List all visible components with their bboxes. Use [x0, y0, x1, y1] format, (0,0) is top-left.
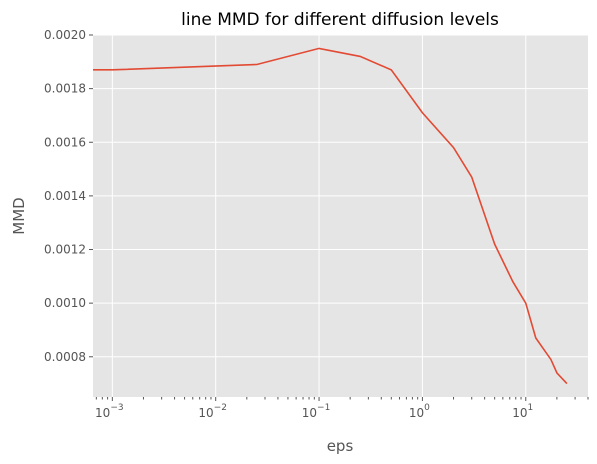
x-tick-exponent: −3	[110, 403, 123, 413]
x-tick-base: 10	[512, 406, 527, 420]
data-point	[512, 281, 514, 283]
y-axis-label: MMD	[10, 197, 28, 234]
x-axis-ticks: 10−3 10−2 10−1 100 101	[95, 397, 533, 420]
x-tick-label: 100	[409, 403, 430, 420]
x-tick-label: 10−2	[198, 403, 227, 420]
data-point	[525, 302, 527, 304]
x-tick-label: 101	[512, 403, 533, 420]
data-point	[111, 69, 113, 71]
chart-title: line MMD for different diffusion levels	[181, 10, 499, 30]
data-point	[550, 358, 552, 360]
y-axis-ticks: 0.0008 0.0010 0.0012 0.0014 0.0016 0.0018 0.00…	[44, 28, 93, 364]
x-tick-base: 10	[95, 406, 110, 420]
y-tick-label: 0.0018	[44, 82, 86, 96]
data-point	[359, 55, 361, 57]
x-tick-exponent: −2	[214, 403, 227, 413]
x-tick-base: 10	[198, 406, 213, 420]
data-point	[92, 69, 94, 71]
data-point	[471, 176, 473, 178]
x-axis-label: eps	[327, 437, 354, 455]
y-tick-label: 0.0010	[44, 296, 86, 310]
x-tick-label: 10−3	[95, 403, 124, 420]
x-tick-base: 10	[302, 406, 317, 420]
data-point	[494, 243, 496, 245]
grid	[93, 34, 588, 397]
y-tick-label: 0.0016	[44, 135, 86, 149]
data-point	[256, 63, 258, 65]
series-line	[93, 47, 568, 385]
data-point	[318, 47, 320, 49]
data-point	[453, 147, 455, 149]
x-minor-ticks	[95, 397, 589, 400]
data-point	[535, 337, 537, 339]
data-point	[566, 383, 568, 385]
y-tick-label: 0.0012	[44, 243, 86, 257]
y-tick-label: 0.0020	[44, 28, 86, 42]
x-tick-exponent: 0	[424, 403, 430, 413]
plot-area	[93, 35, 588, 397]
x-tick-base: 10	[409, 406, 424, 420]
y-tick-label: 0.0014	[44, 189, 86, 203]
x-tick-label: 10−1	[302, 403, 331, 420]
y-tick-label: 0.0008	[44, 350, 86, 364]
x-tick-exponent: 1	[528, 403, 534, 413]
data-point	[390, 69, 392, 71]
data-point	[421, 112, 423, 114]
data-point	[556, 372, 558, 374]
x-tick-exponent: −1	[317, 403, 330, 413]
